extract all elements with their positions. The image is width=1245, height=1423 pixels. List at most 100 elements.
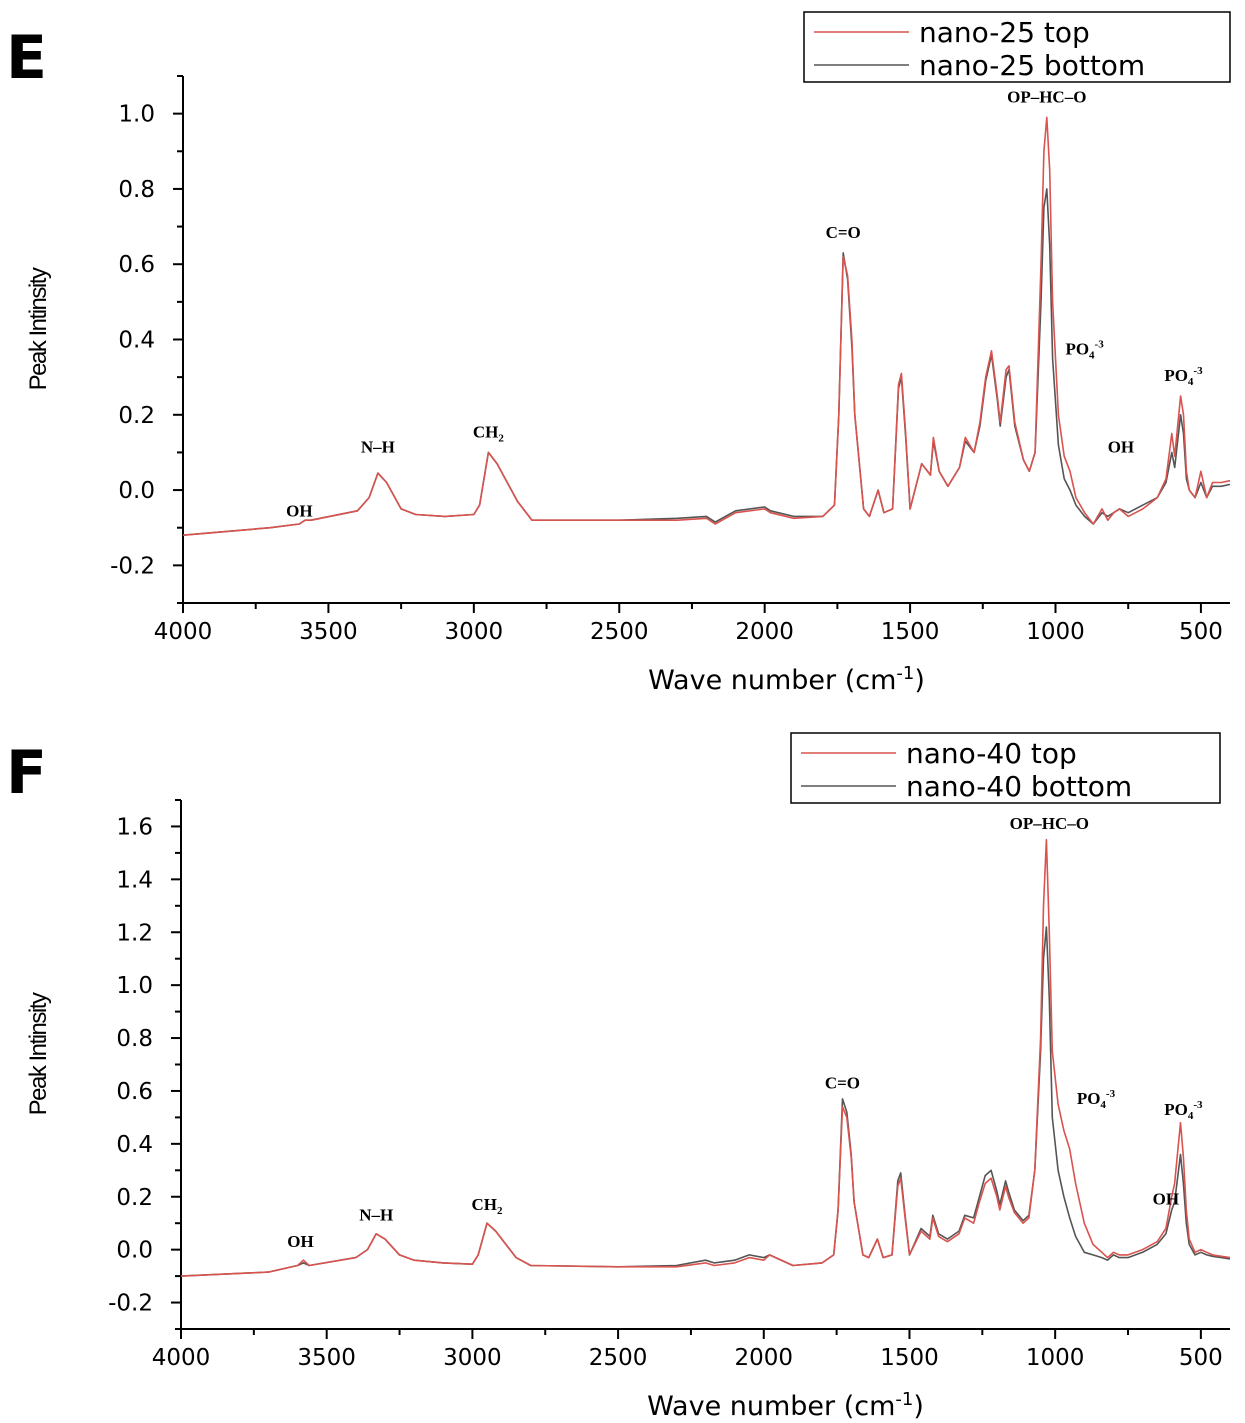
x-tick-label: 3500 <box>297 1345 356 1371</box>
x-tick-label: 500 <box>1179 1345 1223 1371</box>
peak-annotation: PO4-3 <box>1077 1088 1116 1111</box>
x-tick-label: 500 <box>1179 619 1223 645</box>
y-tick-label: 0.0 <box>116 1238 153 1264</box>
panel-label: F <box>6 738 47 808</box>
peak-annotation-text: OH <box>286 501 312 520</box>
x-tick-label: 2000 <box>735 1345 794 1371</box>
peak-annotation-sub: 4 <box>1089 350 1095 362</box>
x-axis-title: Wave number (cm-1) <box>647 1389 924 1422</box>
y-tick-label: 1.0 <box>116 973 153 999</box>
peak-annotation-text: PO <box>1164 366 1188 385</box>
peak-annotation: C=O <box>825 1073 860 1092</box>
y-tick-label: 1.2 <box>116 920 153 946</box>
peak-annotation-text: CH <box>471 1195 497 1214</box>
x-tick-label: 4000 <box>154 619 213 645</box>
peak-annotation: PO4-3 <box>1065 339 1104 362</box>
x-tick-label: 2000 <box>735 619 794 645</box>
peak-annotation-sub: 2 <box>497 1205 503 1217</box>
x-tick-label: 1000 <box>1026 1345 1085 1371</box>
series-line-nano-40-top <box>180 838 1231 1277</box>
peak-annotation-sup: -3 <box>1193 1099 1203 1111</box>
peak-annotation-text: OP–HC–O <box>1010 814 1089 833</box>
x-tick-label: 1500 <box>881 619 940 645</box>
peak-annotation-text: OH <box>1153 1190 1179 1209</box>
peak-annotation-text: OH <box>1108 437 1134 456</box>
legend-box <box>803 11 1231 83</box>
legend-box <box>790 732 1221 804</box>
peak-annotation-text: CH <box>473 422 499 441</box>
peak-annotation-sub: 4 <box>1100 1099 1106 1111</box>
y-tick-label: 0.4 <box>116 1132 153 1158</box>
peak-annotation: N–H <box>359 1206 393 1225</box>
y-tick-label: 0.8 <box>116 1026 153 1052</box>
peak-annotation: PO4-3 <box>1164 1099 1203 1122</box>
peak-annotation-text: OP–HC–O <box>1007 87 1086 106</box>
x-tick-label: 3000 <box>443 1345 502 1371</box>
series-line-nano-40-bottom <box>180 926 1231 1277</box>
peak-annotation: CH2 <box>471 1195 503 1217</box>
panel-label: E <box>6 23 47 93</box>
peak-annotation-text: PO <box>1077 1089 1101 1108</box>
peak-annotation-sub: 2 <box>498 432 504 444</box>
x-axis-title-exponent: -1 <box>896 663 914 684</box>
legend-label: nano-25 bottom <box>919 49 1145 82</box>
peak-annotation: N–H <box>361 437 395 456</box>
x-axis-title-close: ) <box>914 665 925 696</box>
x-tick-label: 3500 <box>299 619 358 645</box>
y-axis-title: Peak Intinsity <box>25 267 52 390</box>
peak-annotation-text: PO <box>1065 340 1089 359</box>
peak-annotation: OH <box>1153 1190 1179 1209</box>
x-tick-label: 3000 <box>445 619 504 645</box>
x-axis-title: Wave number (cm-1) <box>648 663 925 696</box>
peak-annotation-text: PO <box>1164 1100 1188 1119</box>
y-tick-label: 0.6 <box>118 252 155 278</box>
y-tick-label: 1.6 <box>116 814 153 840</box>
series-line-nano-25-top <box>182 116 1231 536</box>
legend-label: nano-40 bottom <box>906 770 1132 803</box>
peak-annotation-sub: 4 <box>1188 1110 1194 1122</box>
peak-annotation: OH <box>1108 437 1134 456</box>
x-tick-label: 2500 <box>589 1345 648 1371</box>
spectrum-chart-f: F 4000 3500 3000 2500 2000 1500 1000 500 -0.2 0.0 0… <box>6 732 1231 1422</box>
x-axis-title-exponent: -1 <box>895 1389 913 1410</box>
peak-annotation: CH2 <box>473 422 505 444</box>
y-tick-label: 0.2 <box>116 1185 153 1211</box>
y-tick-label: 1.4 <box>116 867 153 893</box>
peak-annotation: OP–HC–O <box>1007 87 1086 106</box>
legend-label: nano-25 top <box>919 16 1090 49</box>
x-tick-label: 4000 <box>152 1345 211 1371</box>
x-tick-label: 2500 <box>590 619 649 645</box>
y-tick-label: 1.0 <box>118 102 155 128</box>
peak-annotation: PO4-3 <box>1164 365 1203 388</box>
peak-annotation: OP–HC–O <box>1010 814 1089 833</box>
x-axis-title-close: ) <box>913 1391 924 1422</box>
x-axis-title-main: Wave number (cm <box>648 665 896 696</box>
peak-annotation-text: C=O <box>826 223 861 242</box>
y-tick-label: 0.4 <box>118 328 155 354</box>
y-tick-label: 0.6 <box>116 1079 153 1105</box>
peak-annotation: OH <box>286 501 312 520</box>
x-axis-title-main: Wave number (cm <box>647 1391 895 1422</box>
peak-annotation-text: N–H <box>359 1206 393 1225</box>
peak-annotation-sup: -3 <box>1106 1088 1116 1100</box>
spectrum-panel-e: E 4000 3500 3000 2500 2000 1500 1000 500 -0.2 0.0 0… <box>0 0 1245 711</box>
y-tick-label: -0.2 <box>108 1291 153 1317</box>
x-tick-label: 1500 <box>880 1345 939 1371</box>
peak-annotation-sup: -3 <box>1095 339 1105 351</box>
spectrum-chart-e: E 4000 3500 3000 2500 2000 1500 1000 500 -0.2 0.0 0… <box>6 11 1231 696</box>
y-tick-label: 0.8 <box>118 177 155 203</box>
y-axis-title: Peak Intinsity <box>25 992 52 1115</box>
spectrum-panel-f: F 4000 3500 3000 2500 2000 1500 1000 500 -0.2 0.0 0… <box>0 711 1245 1423</box>
peak-annotation: OH <box>287 1232 313 1251</box>
y-tick-label: -0.2 <box>110 553 155 579</box>
peak-annotation-sub: 4 <box>1188 376 1194 388</box>
y-tick-label: 0.0 <box>118 478 155 504</box>
peak-annotation: C=O <box>826 223 861 242</box>
peak-annotation-text: OH <box>287 1232 313 1251</box>
peak-annotation-sup: -3 <box>1193 365 1203 377</box>
peak-annotation-text: C=O <box>825 1073 860 1092</box>
legend-label: nano-40 top <box>906 737 1077 770</box>
peak-annotation-text: N–H <box>361 437 395 456</box>
